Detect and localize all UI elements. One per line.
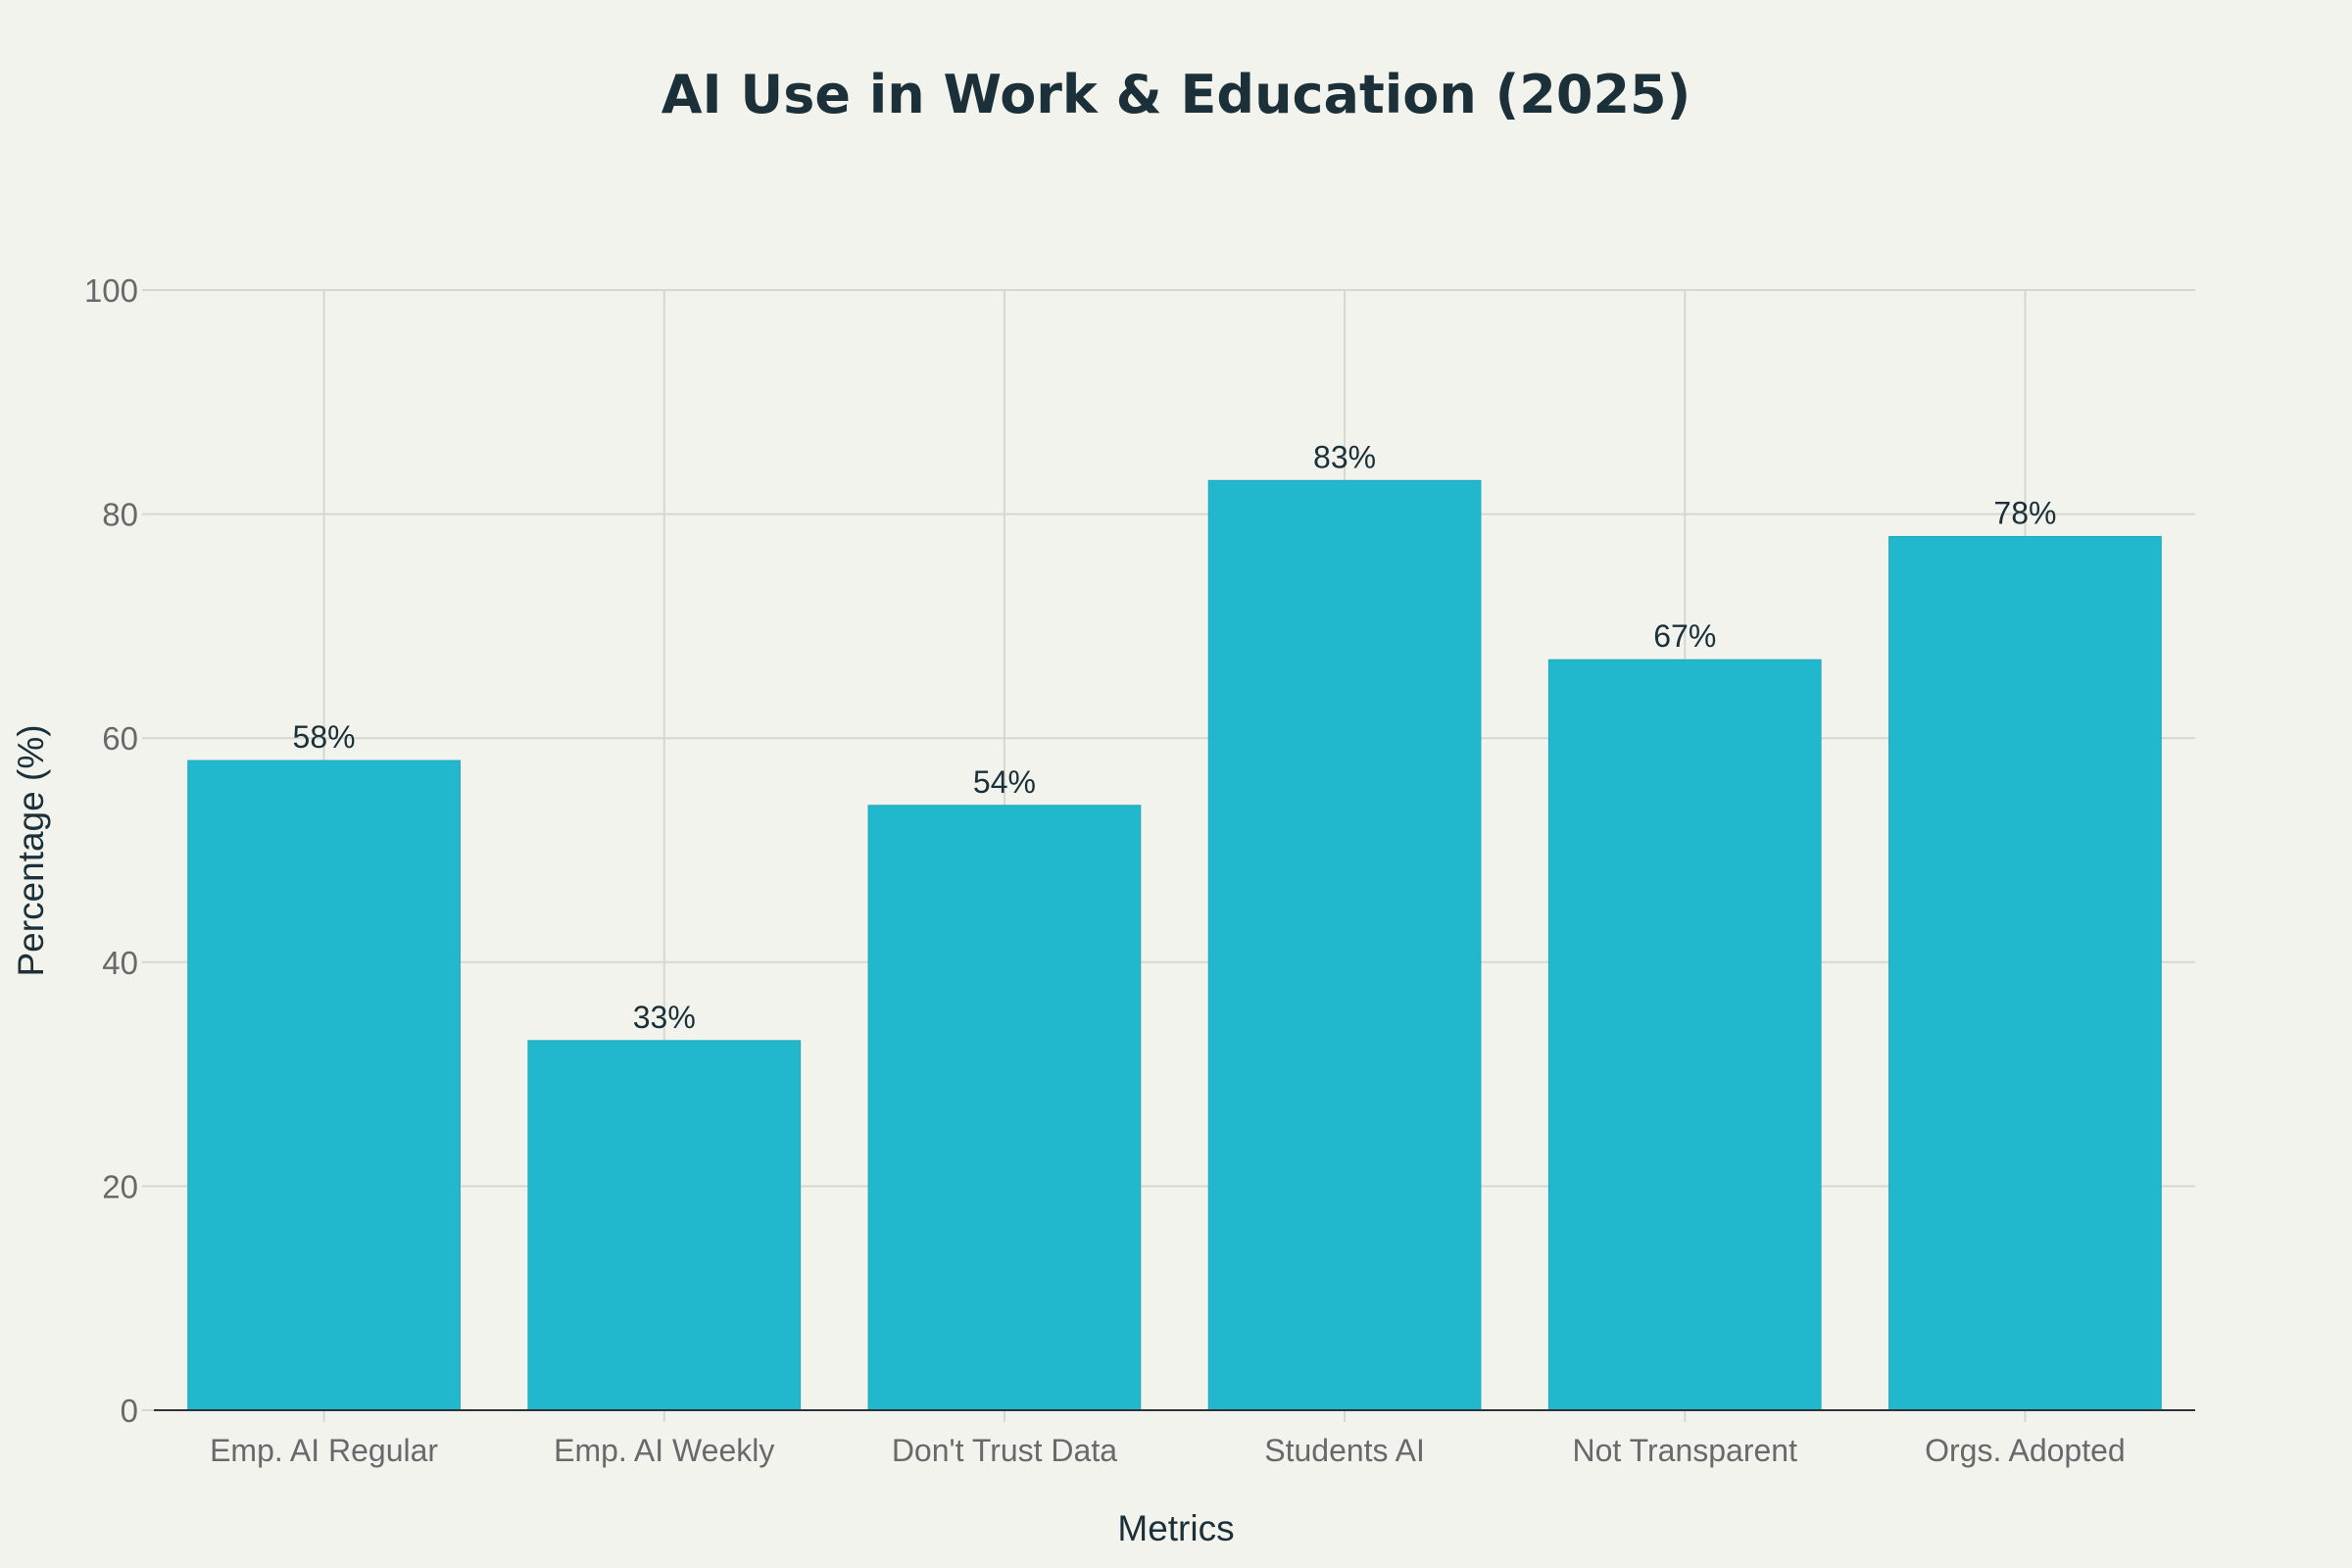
y-tick-label: 80	[102, 497, 138, 533]
bars	[187, 479, 2162, 1411]
x-tick-label: Emp. AI Weekly	[554, 1433, 774, 1468]
x-tick-label: Emp. AI Regular	[210, 1433, 438, 1468]
y-tick-label: 40	[102, 945, 138, 981]
bar	[527, 1040, 802, 1411]
bar-value-label: 33%	[633, 1000, 696, 1035]
x-axis-title: Metrics	[1117, 1508, 1234, 1548]
axes: 0 20 40 60 80 100 Emp. AI Regular Emp. AI Weekl…	[84, 272, 2195, 1468]
bar-value-label: 58%	[293, 719, 356, 755]
y-tick-label: 0	[121, 1393, 138, 1429]
x-tick-label: Orgs. Adopted	[1925, 1433, 2126, 1468]
bar	[1207, 479, 1482, 1411]
bar-value-label: 78%	[1993, 495, 2056, 530]
y-tick-label: 20	[102, 1168, 138, 1204]
bar-value-label: 67%	[1653, 618, 1716, 654]
data-labels: 58% 33% 54% 83% 67% 78%	[293, 439, 2057, 1035]
bar	[1547, 659, 1822, 1411]
bar-value-label: 54%	[973, 764, 1036, 800]
y-tick-label: 100	[84, 272, 138, 309]
chart-title: AI Use in Work & Education (2025)	[662, 64, 1691, 125]
bar	[187, 760, 461, 1411]
y-axis-title: Percentage (%)	[11, 724, 51, 976]
x-tick-label: Don't Trust Data	[892, 1433, 1117, 1468]
bar-value-label: 83%	[1313, 439, 1376, 474]
bar	[1888, 535, 2162, 1411]
x-tick-label: Not Transparent	[1573, 1433, 1798, 1468]
x-tick-label: Students AI	[1264, 1433, 1425, 1468]
bar	[867, 805, 1142, 1411]
y-tick-label: 60	[102, 720, 138, 757]
